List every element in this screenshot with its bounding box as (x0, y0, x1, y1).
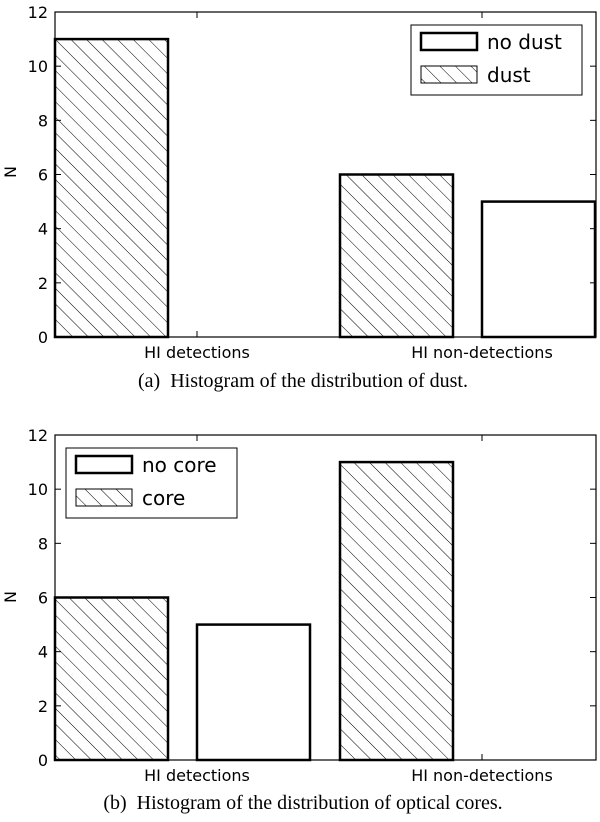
legend-swatch (75, 488, 133, 507)
y-axis-label: N (1, 166, 20, 178)
y-tick-label: 0 (38, 751, 48, 770)
y-axis-ticks: 0 2 4 6 8 10 12 (28, 426, 596, 770)
y-tick-label: 0 (38, 328, 48, 347)
x-tick-label: HI detections (144, 766, 250, 785)
chart-dust: 0 2 4 6 8 10 12 HI detections HI non-detections… (1, 3, 597, 392)
x-tick-label: HI detections (144, 343, 250, 362)
legend-label: no core (142, 453, 217, 477)
legend-swatch (419, 31, 479, 52)
y-tick-label: 6 (38, 166, 48, 185)
x-tick-label: HI non-detections (411, 766, 553, 785)
y-tick-label: 4 (38, 643, 48, 662)
bar-group (53, 460, 455, 762)
caption: (b) Histogram of the distribution of opt… (103, 792, 502, 814)
y-tick-label: 12 (28, 426, 48, 445)
y-tick-label: 12 (28, 3, 48, 22)
y-axis-label: N (1, 591, 20, 603)
bar-no-core-0 (195, 623, 312, 762)
y-tick-label: 10 (28, 57, 48, 76)
y-axis-ticks: 0 2 4 6 8 10 12 (28, 3, 596, 347)
y-tick-label: 8 (38, 111, 48, 130)
x-axis-ticks: HI detections HI non-detections (144, 435, 553, 785)
legend-swatch (74, 454, 134, 475)
legend: no core core (65, 447, 238, 519)
y-tick-label: 2 (38, 274, 48, 293)
y-tick-label: 2 (38, 697, 48, 716)
y-tick-label: 6 (38, 589, 48, 608)
legend-swatch (420, 65, 478, 84)
bar-core-1 (338, 460, 455, 762)
y-tick-label: 8 (38, 534, 48, 553)
bar-dust-1 (338, 173, 455, 339)
chart-optical-cores: 0 2 4 6 8 10 12 HI detections HI non-detections… (1, 426, 597, 814)
bar-group (53, 37, 597, 339)
x-axis-ticks: HI detections HI non-detections (144, 12, 553, 362)
legend: no dust dust (410, 24, 583, 96)
y-tick-label: 10 (28, 480, 48, 499)
bar-core-0 (53, 596, 170, 762)
legend-label: no dust (487, 30, 562, 54)
caption: (a) Histogram of the distribution of dus… (138, 370, 468, 392)
bar-no-dust-1 (480, 200, 597, 339)
x-tick-label: HI non-detections (411, 343, 553, 362)
bar-dust-0 (53, 37, 170, 339)
y-tick-label: 4 (38, 220, 48, 239)
legend-label: core (142, 486, 185, 510)
legend-label: dust (487, 63, 531, 87)
